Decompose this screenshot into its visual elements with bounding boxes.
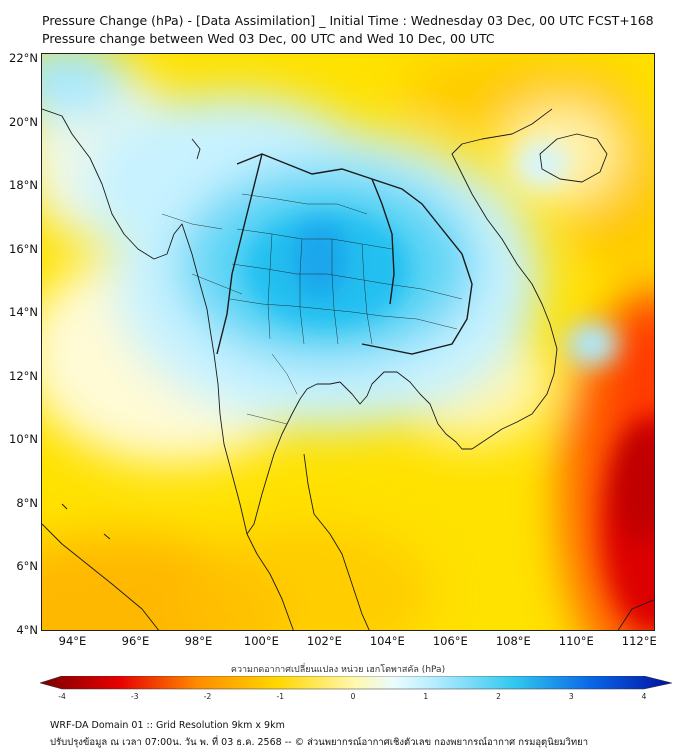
colorbar-tick-label: -4 bbox=[58, 692, 66, 701]
country-borders bbox=[216, 153, 473, 355]
colorbar-tick-label: 3 bbox=[568, 692, 574, 701]
lat-tick-label: 6°N bbox=[16, 559, 38, 574]
colorbar-bar bbox=[40, 676, 673, 690]
lat-tick-label: 22°N bbox=[9, 51, 38, 66]
colorbar-title: ความกดอากาศเปลี่ยนแปลง หน่วย เฮกโตพาสคัล… bbox=[230, 665, 446, 675]
footer-grid-info: WRF-DA Domain 01 :: Grid Resolution 9km … bbox=[50, 720, 285, 731]
province-borders bbox=[161, 193, 463, 425]
colorbar bbox=[40, 676, 673, 690]
coastlines bbox=[42, 108, 654, 630]
colorbar-tick-label: -2 bbox=[203, 692, 212, 701]
lon-tick-label: 96°E bbox=[121, 634, 150, 648]
lon-tick-label: 98°E bbox=[184, 634, 213, 648]
lon-tick-label: 106°E bbox=[432, 634, 468, 648]
chart-title-line1: Pressure Change (hPa) - [Data Assimilati… bbox=[42, 13, 654, 28]
chart-title-line2: Pressure change between Wed 03 Dec, 00 U… bbox=[42, 31, 495, 46]
pressure-field-core bbox=[242, 142, 654, 630]
lon-tick-label: 110°E bbox=[558, 634, 594, 648]
colorbar-tick-label: 4 bbox=[641, 692, 647, 701]
colorbar-tick-label: 2 bbox=[496, 692, 501, 701]
lat-tick-label: 20°N bbox=[9, 114, 38, 129]
lat-tick-label: 10°N bbox=[9, 432, 38, 447]
lon-tick-label: 112°E bbox=[621, 634, 657, 648]
pressure-change-map bbox=[41, 53, 655, 631]
colorbar-tick-label: -1 bbox=[276, 692, 284, 701]
lon-tick-label: 100°E bbox=[243, 634, 279, 648]
colorbar-tick-label: -3 bbox=[131, 692, 139, 701]
map-canvas bbox=[42, 54, 654, 630]
colorbar-tick-label: 0 bbox=[350, 692, 356, 701]
lat-tick-label: 8°N bbox=[16, 495, 38, 510]
lat-tick-label: 16°N bbox=[9, 241, 38, 256]
colorbar-tick-label: 1 bbox=[423, 692, 429, 701]
lon-tick-label: 108°E bbox=[495, 634, 531, 648]
lat-tick-label: 4°N bbox=[16, 623, 38, 637]
lat-tick-label: 14°N bbox=[9, 305, 38, 320]
pressure-field bbox=[42, 54, 654, 630]
lon-tick-label: 94°E bbox=[58, 634, 87, 648]
lon-tick-label: 102°E bbox=[306, 634, 342, 648]
footer-update-info: ปรับปรุงข้อมูล ณ เวลา 07:00น. วัน พ. ที่… bbox=[50, 737, 589, 748]
lon-tick-label: 104°E bbox=[369, 634, 405, 648]
lat-tick-label: 18°N bbox=[9, 178, 38, 193]
lat-tick-label: 12°N bbox=[9, 368, 38, 383]
